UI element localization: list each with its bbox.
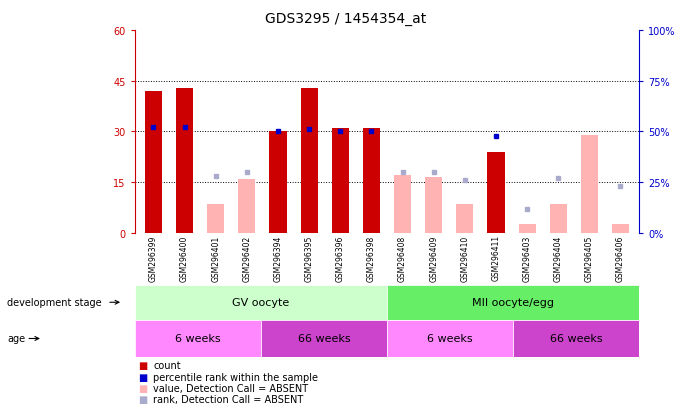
Bar (301, 88, 318, 233)
Text: rank, Detection Call = ABSENT: rank, Detection Call = ABSENT (153, 394, 303, 404)
Bar (145, 92, 162, 233)
Bar (513, 320, 639, 357)
Bar (207, 205, 225, 233)
Text: ■: ■ (138, 361, 147, 370)
Text: age: age (7, 334, 25, 344)
Bar (581, 135, 598, 233)
Text: 66 weeks: 66 weeks (298, 334, 350, 344)
Bar (135, 320, 261, 357)
Bar (425, 178, 442, 233)
Text: 6 weeks: 6 weeks (427, 334, 473, 344)
Bar (261, 320, 387, 357)
Text: 6 weeks: 6 weeks (175, 334, 220, 344)
Bar (135, 285, 387, 320)
Bar (612, 225, 629, 233)
Text: GDS3295 / 1454354_at: GDS3295 / 1454354_at (265, 12, 426, 26)
Bar (363, 129, 380, 233)
Text: development stage: development stage (7, 297, 102, 308)
Bar (387, 320, 513, 357)
Text: value, Detection Call = ABSENT: value, Detection Call = ABSENT (153, 383, 308, 393)
Text: ■: ■ (138, 383, 147, 393)
Text: ■: ■ (138, 372, 147, 382)
Text: percentile rank within the sample: percentile rank within the sample (153, 372, 319, 382)
Text: ■: ■ (138, 394, 147, 404)
Bar (332, 129, 349, 233)
Text: count: count (153, 361, 181, 370)
Bar (549, 205, 567, 233)
Bar (487, 152, 504, 233)
Text: MII oocyte/egg: MII oocyte/egg (472, 297, 554, 308)
Bar (394, 176, 411, 233)
Bar (387, 285, 639, 320)
Text: 66 weeks: 66 weeks (550, 334, 603, 344)
Bar (456, 205, 473, 233)
Bar (518, 225, 536, 233)
Bar (269, 132, 287, 233)
Bar (238, 179, 256, 233)
Bar (176, 88, 193, 233)
Text: GV oocyte: GV oocyte (232, 297, 290, 308)
